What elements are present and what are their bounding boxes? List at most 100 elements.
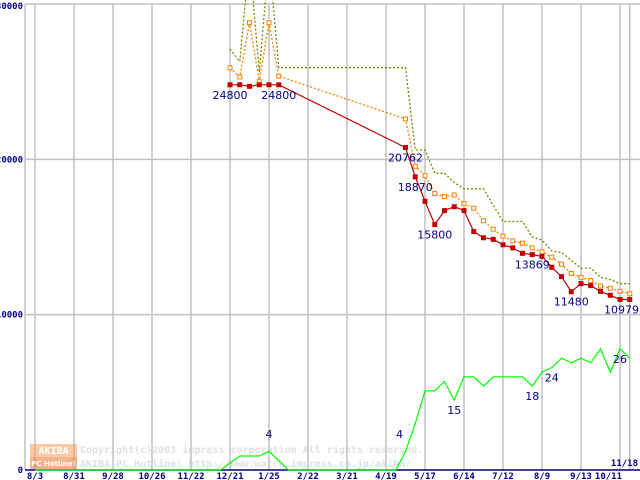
data-point bbox=[578, 281, 584, 287]
data-point bbox=[598, 283, 603, 289]
data-point bbox=[247, 83, 252, 89]
series-line-average-price bbox=[229, 22, 630, 295]
y-tick-label: 0 bbox=[18, 466, 23, 476]
data-point bbox=[607, 292, 613, 298]
data-point bbox=[412, 174, 418, 180]
data-point bbox=[442, 208, 447, 214]
data-point bbox=[617, 296, 623, 302]
x-tick-label: 8/31 bbox=[63, 472, 85, 480]
data-point bbox=[627, 296, 633, 302]
data-point bbox=[451, 192, 457, 198]
data-point bbox=[500, 233, 506, 239]
series-line-max-price bbox=[229, 0, 630, 285]
data-label: 4 bbox=[396, 428, 403, 441]
data-point bbox=[276, 73, 282, 79]
data-point bbox=[266, 82, 272, 88]
data-point bbox=[471, 205, 477, 211]
x-tick-label: 1/25 bbox=[258, 472, 280, 480]
data-point bbox=[227, 65, 233, 71]
data-point bbox=[549, 254, 555, 260]
data-point bbox=[461, 201, 467, 207]
data-point bbox=[588, 277, 594, 283]
x-tick-label: 6/14 bbox=[453, 472, 475, 480]
data-label: 18870 bbox=[398, 181, 433, 194]
data-point bbox=[471, 229, 477, 235]
y-tick-label: 10000 bbox=[0, 311, 23, 321]
data-point bbox=[403, 116, 408, 122]
y-tick-label: 20000 bbox=[0, 155, 23, 165]
data-point bbox=[266, 20, 272, 26]
data-label: 4 bbox=[266, 428, 273, 441]
y-tick-label: 30000 bbox=[0, 2, 23, 12]
data-point bbox=[247, 20, 252, 26]
x-tick-label: 10/11 bbox=[595, 472, 622, 480]
logo-top-text: AKIBA bbox=[38, 446, 68, 457]
data-point bbox=[568, 289, 574, 295]
x-tick-label: 11/22 bbox=[177, 472, 204, 480]
x-tick-label: 7/12 bbox=[492, 472, 514, 480]
x-tick-label: 9/28 bbox=[102, 472, 124, 480]
series-layer bbox=[35, 0, 633, 471]
data-point bbox=[559, 261, 564, 267]
data-label: 20762 bbox=[388, 151, 423, 164]
data-point bbox=[500, 242, 506, 248]
data-point bbox=[607, 285, 613, 291]
data-point bbox=[520, 240, 525, 246]
data-point bbox=[627, 291, 633, 297]
x-tick-label: 8/3 bbox=[27, 472, 43, 480]
data-point bbox=[422, 198, 428, 204]
logo-bottom-text: PC Hotline! bbox=[31, 460, 75, 468]
data-label: 15800 bbox=[417, 229, 452, 242]
data-label: 24800 bbox=[213, 89, 248, 102]
data-point bbox=[559, 274, 564, 280]
data-point bbox=[568, 271, 574, 277]
data-point bbox=[539, 249, 545, 255]
series-line-shop-count bbox=[35, 347, 631, 471]
data-point bbox=[237, 82, 243, 88]
x-tick-label: 12/21 bbox=[216, 472, 243, 480]
data-label: 13869 bbox=[515, 259, 550, 272]
data-label: 15 bbox=[447, 404, 461, 417]
grid bbox=[24, 3, 640, 471]
data-point bbox=[588, 283, 594, 289]
data-point bbox=[490, 226, 496, 232]
data-point bbox=[549, 264, 555, 270]
data-point bbox=[422, 173, 428, 179]
data-point bbox=[617, 288, 623, 294]
x-tick-label: 8/9 bbox=[534, 472, 550, 480]
x-tick-label: 4/19 bbox=[375, 472, 397, 480]
data-point bbox=[578, 274, 584, 280]
data-point bbox=[256, 82, 262, 88]
watermark: AKIBA PC Hotline! Copyright(c)2003 impre… bbox=[30, 444, 423, 470]
data-label: 24 bbox=[545, 371, 559, 384]
data-point bbox=[403, 144, 408, 150]
data-point bbox=[432, 222, 438, 228]
data-point bbox=[412, 163, 418, 169]
copyright-text: Copyright(c)2003 impress corporation All… bbox=[80, 444, 423, 456]
x-tick-label: 5/17 bbox=[414, 472, 436, 480]
x-tick-label: 3/21 bbox=[336, 472, 358, 480]
x-tick-label: 11/18 bbox=[611, 459, 638, 469]
data-point bbox=[510, 238, 516, 244]
data-point bbox=[529, 245, 535, 251]
x-tick-label: 10/26 bbox=[138, 472, 165, 480]
data-point bbox=[490, 236, 496, 242]
data-point bbox=[237, 74, 243, 80]
x-tick-label: 2/22 bbox=[297, 472, 319, 480]
data-point bbox=[539, 253, 545, 259]
logo-top-box bbox=[30, 444, 77, 457]
data-point bbox=[510, 245, 516, 251]
site-text: AKIBA PC Hotline! http://www.watch.impre… bbox=[80, 458, 411, 470]
data-label: 10979 bbox=[604, 303, 639, 316]
data-point bbox=[461, 208, 467, 214]
data-point bbox=[451, 204, 457, 210]
data-point bbox=[481, 218, 486, 224]
x-tick-label: 9/13 bbox=[570, 472, 592, 480]
data-label: 26 bbox=[613, 353, 627, 366]
data-point bbox=[598, 288, 603, 294]
data-point bbox=[529, 252, 535, 258]
data-point bbox=[442, 194, 447, 200]
data-label: 24800 bbox=[261, 89, 296, 102]
